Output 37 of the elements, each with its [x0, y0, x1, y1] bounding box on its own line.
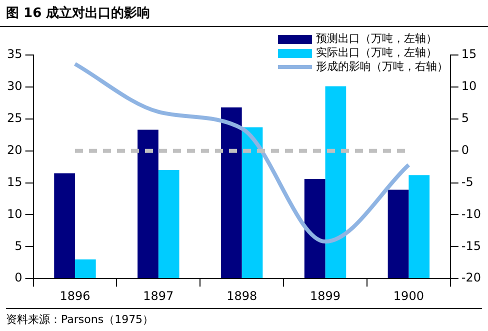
- bar: [74, 259, 96, 278]
- bar: [325, 86, 346, 278]
- x-tick-label: 1896: [60, 288, 90, 303]
- legend-label: 实际出口（万吨，左轴）: [316, 46, 437, 60]
- y-tick-label: 30: [6, 79, 22, 94]
- legend-label: 形成的影响（万吨，右轴）: [316, 60, 448, 74]
- bar: [304, 178, 326, 278]
- y2-tick-label: -20: [461, 270, 482, 285]
- y-tick-label: 0: [14, 270, 22, 285]
- bar: [408, 175, 430, 278]
- bar: [138, 130, 158, 278]
- chart-title: 图 16 成立对出口的影响: [0, 0, 488, 27]
- y-tick-label: 5: [14, 238, 22, 253]
- bar: [242, 127, 263, 278]
- y-tick-label: 10: [6, 206, 22, 221]
- y2-tick-label: 15: [461, 47, 477, 62]
- bar: [54, 173, 75, 278]
- legend-label: 预测出口（万吨，左轴）: [316, 32, 437, 46]
- y2-tick-label: 10: [461, 79, 477, 94]
- y-tick-label: 25: [6, 111, 22, 126]
- bar: [220, 107, 242, 278]
- y2-tick-label: 5: [461, 111, 470, 126]
- bar: [388, 190, 409, 278]
- x-tick-label: 1899: [310, 288, 341, 303]
- text: 资料来源：Parsons（1975）: [6, 313, 154, 326]
- y-tick-label: 20: [6, 142, 22, 157]
- y2-tick-label: -15: [461, 238, 482, 253]
- x-tick-label: 1897: [143, 288, 174, 303]
- y2-tick-label: -5: [461, 174, 474, 189]
- line-series: [72, 62, 411, 244]
- bar: [158, 170, 180, 278]
- x-tick-label: 1898: [226, 288, 258, 303]
- y2-tick-label: -10: [461, 206, 482, 221]
- y-tick-label: 35: [6, 47, 22, 62]
- x-tick-label: 1900: [393, 288, 424, 303]
- y2-tick-label: 0: [461, 142, 470, 157]
- y-tick-label: 15: [6, 174, 22, 189]
